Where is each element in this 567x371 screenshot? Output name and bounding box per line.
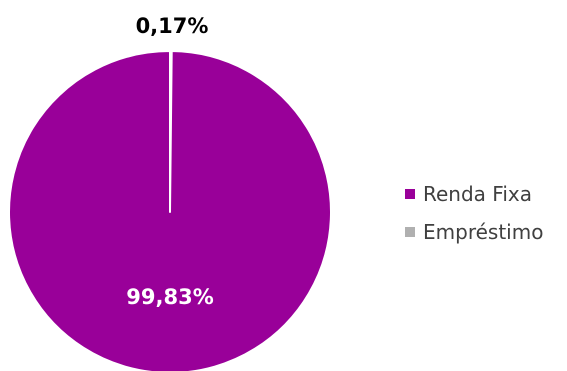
legend-label-renda-fixa: Renda Fixa <box>423 182 532 206</box>
pie-slice-renda-fixa <box>7 50 332 371</box>
legend-swatch-emprestimo <box>405 227 415 237</box>
legend-item-emprestimo: Empréstimo <box>405 213 543 251</box>
legend-swatch-renda-fixa <box>405 189 415 199</box>
legend-label-emprestimo: Empréstimo <box>423 220 544 244</box>
legend: Renda Fixa Empréstimo <box>405 175 543 251</box>
data-label-renda-fixa: 99,83% <box>126 285 214 309</box>
legend-item-renda-fixa: Renda Fixa <box>405 175 543 213</box>
data-label-emprestimo: 0,17% <box>135 14 209 38</box>
